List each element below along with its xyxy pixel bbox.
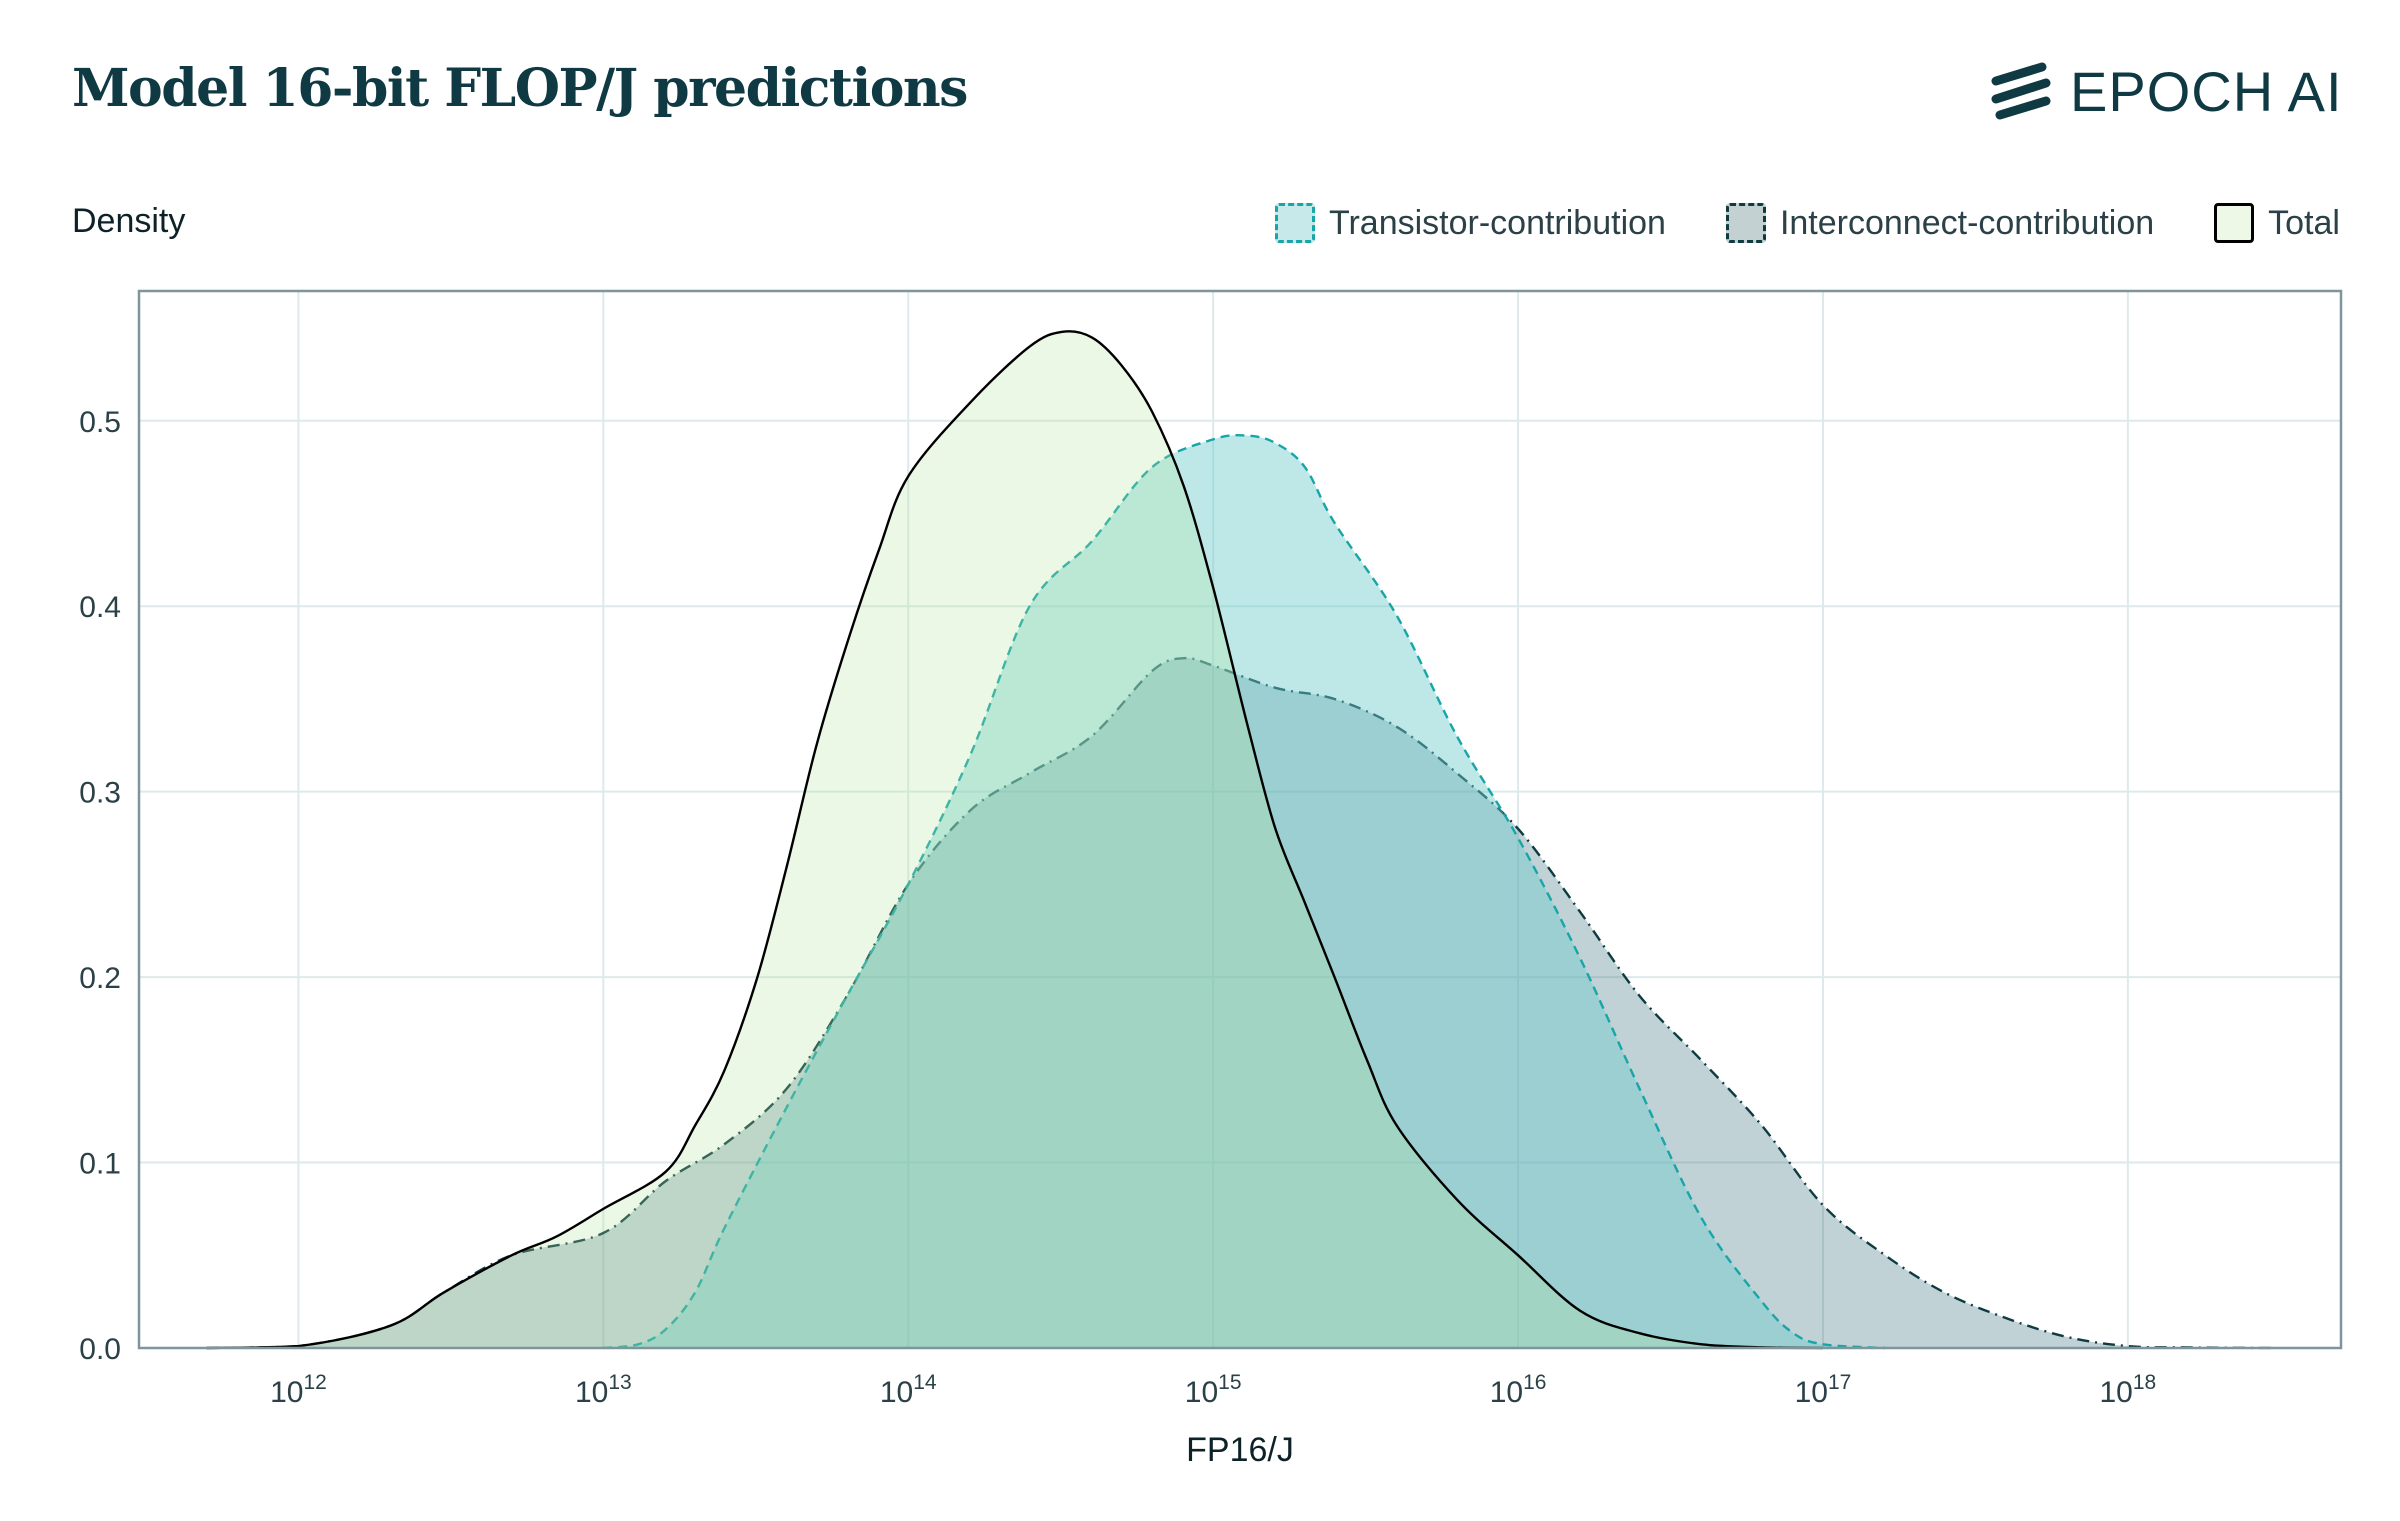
y-tick-label: 0.5 — [79, 406, 121, 439]
legend: Transistor-contribution Interconnect-con… — [1215, 198, 2340, 248]
legend-item-interconnect[interactable]: Interconnect-contribution — [1725, 203, 2155, 243]
series-interconnect-contribution — [206, 656, 2274, 1350]
y-axis-label: Density — [72, 202, 186, 240]
legend-label-transistor: Transistor-contribution — [1328, 203, 1666, 242]
legend-item-total[interactable]: Total — [2214, 203, 2340, 243]
y-tick-label: 0.0 — [79, 1333, 121, 1366]
x-tick-label: 1016 — [1490, 1371, 1547, 1409]
legend-swatch-interconnect — [1725, 203, 1766, 243]
legend-swatch-transistor — [1274, 203, 1315, 243]
brand-logo: EPOCH AI — [1990, 58, 2343, 124]
series-transistor-contribution — [603, 433, 1886, 1350]
y-tick-label: 0.4 — [79, 591, 121, 624]
x-tick-label: 1013 — [575, 1371, 632, 1409]
area-transistor-contribution — [603, 435, 1886, 1348]
epoch-logo-icon — [1991, 62, 2051, 120]
chart-title: Model 16-bit FLOP/J predictions — [72, 58, 968, 119]
x-tick-label: 1014 — [880, 1371, 937, 1409]
plot-frame — [137, 289, 2343, 1350]
line-transistor-contribution — [603, 433, 1886, 1350]
x-tick-label: 1015 — [1185, 1371, 1242, 1409]
legend-label-interconnect: Interconnect-contribution — [1779, 203, 2155, 242]
area-interconnect-contribution — [206, 658, 2274, 1348]
grid-lines — [139, 291, 2341, 1348]
series-total — [206, 330, 1824, 1350]
legend-item-transistor[interactable]: Transistor-contribution — [1274, 203, 1666, 243]
x-axis-label: FP16/J — [1186, 1431, 1294, 1469]
line-total — [206, 330, 1824, 1350]
legend-swatch-total — [2214, 203, 2255, 243]
area-total — [206, 331, 1824, 1348]
line-interconnect-contribution — [206, 656, 2274, 1350]
x-tick-label: 1017 — [1795, 1371, 1852, 1409]
y-tick-label: 0.2 — [79, 962, 121, 995]
x-tick-label: 1012 — [270, 1371, 327, 1409]
brand-name: EPOCH AI — [2070, 59, 2343, 123]
x-tick-label: 1018 — [2100, 1371, 2157, 1409]
y-tick-label: 0.3 — [79, 777, 121, 810]
y-tick-label: 0.1 — [79, 1148, 121, 1181]
legend-label-total: Total — [2268, 203, 2340, 242]
